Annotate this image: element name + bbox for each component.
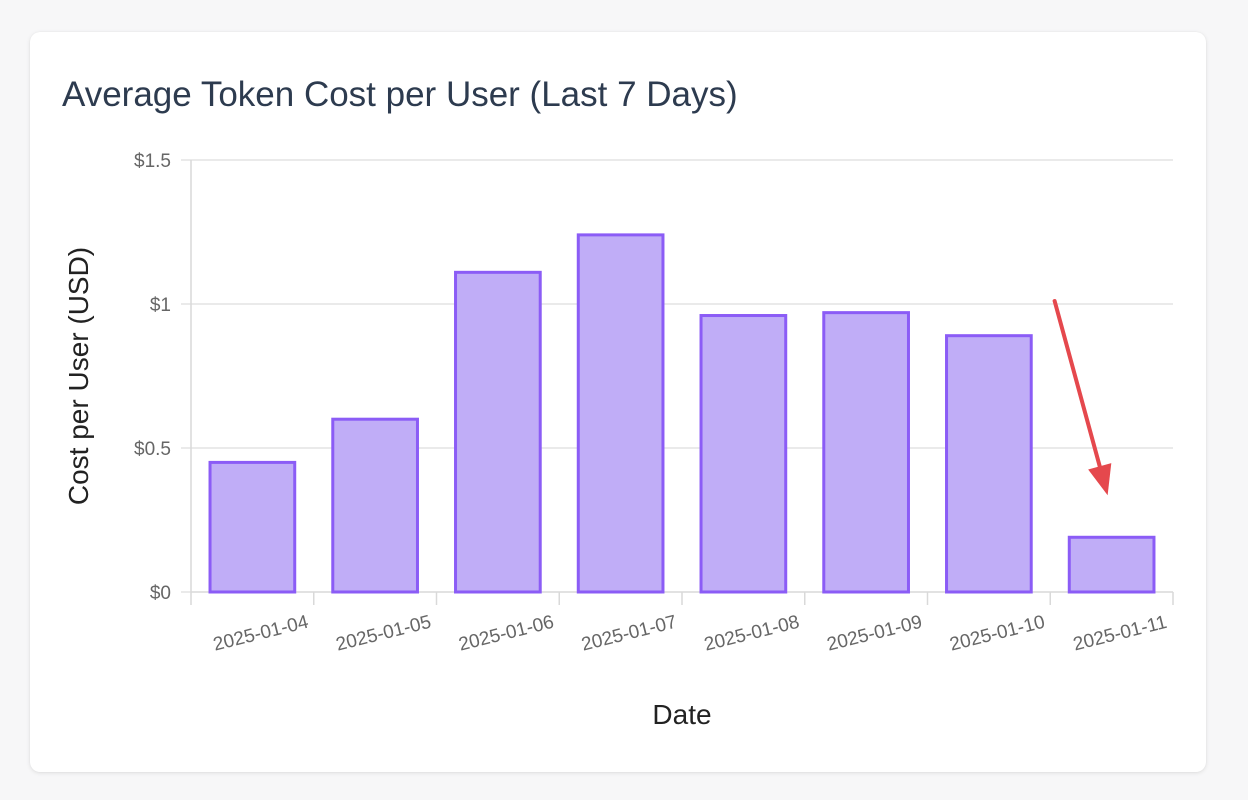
bar-2025-01-06	[454, 270, 542, 594]
x-tick-label: 2025-01-10	[948, 612, 1047, 656]
x-tick-label: 2025-01-09	[825, 612, 924, 656]
annotation-arrow-shaft	[1052, 299, 1102, 469]
bar-chart: $0 $0.5 $1 $1.5 2025-01-04 2025-01-05 2025-01-…	[63, 151, 1174, 730]
x-tick-label: 2025-01-11	[1071, 612, 1169, 656]
bar-2025-01-05	[331, 417, 419, 594]
y-tick-label: $1.5	[134, 151, 171, 172]
bar-2025-01-08	[699, 314, 788, 594]
x-tick-label: 2025-01-07	[579, 612, 678, 656]
x-tick-label: 2025-01-06	[457, 612, 556, 656]
annotation-arrow-head	[1088, 463, 1112, 496]
bar-2025-01-04	[208, 460, 297, 594]
y-tick-label: $0	[150, 583, 171, 604]
bars	[208, 233, 1156, 594]
bar-2025-01-11	[1067, 535, 1156, 594]
annotation-arrow	[1052, 299, 1112, 496]
x-tick-label: 2025-01-04	[211, 612, 311, 656]
y-tick-label: $0.5	[134, 439, 171, 460]
bar-2025-01-10	[945, 334, 1033, 594]
chart-card: Average Token Cost per User (Last 7 Days…	[30, 32, 1206, 772]
bar-2025-01-09	[822, 311, 910, 594]
x-tick-label: 2025-01-08	[702, 612, 801, 656]
bar-2025-01-07	[576, 233, 665, 594]
y-axis-title: Cost per User (USD)	[63, 247, 94, 505]
x-tick-label: 2025-01-05	[334, 612, 433, 656]
x-axis-title: Date	[652, 699, 711, 730]
chart-title: Average Token Cost per User (Last 7 Days…	[62, 75, 738, 114]
y-tick-label: $1	[150, 295, 171, 316]
